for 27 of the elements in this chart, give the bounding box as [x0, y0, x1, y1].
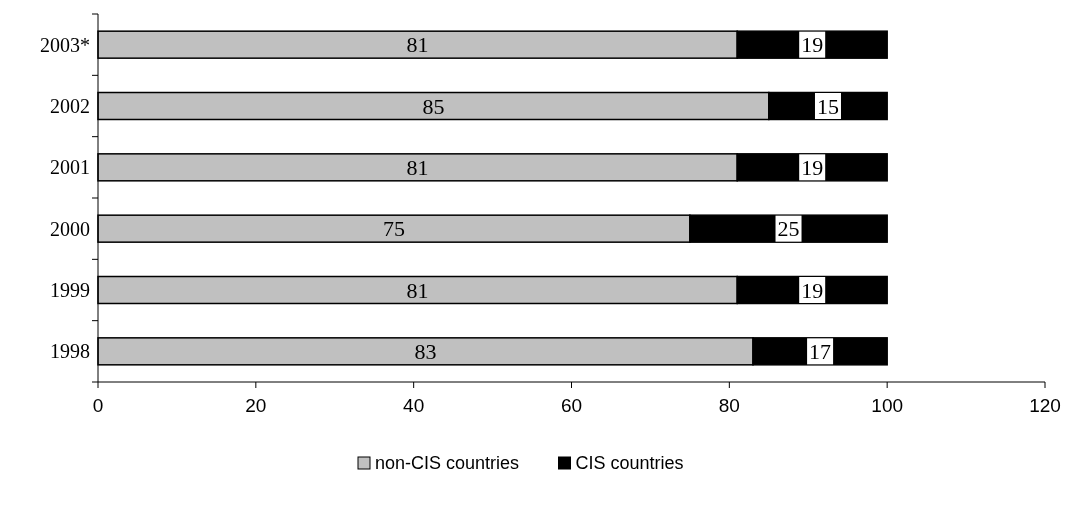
data-label: 81 — [406, 155, 429, 181]
x-tick-label: 0 — [92, 395, 104, 416]
legend-label: non-CIS countries — [375, 453, 520, 474]
x-tick-label: 120 — [1029, 395, 1061, 416]
y-tick-label: 2003* — [40, 33, 90, 56]
data-label: 81 — [406, 32, 429, 58]
x-tick-label: 80 — [718, 395, 740, 416]
y-tick-label: 1999 — [50, 279, 90, 301]
legend-label: CIS countries — [575, 453, 684, 474]
y-tick-label: 1998 — [50, 340, 90, 363]
y-tick-label: 2001 — [50, 156, 90, 179]
data-label: 19 — [801, 32, 824, 58]
data-label: 19 — [801, 155, 824, 181]
x-tick-label: 60 — [560, 395, 583, 416]
data-label: 19 — [801, 277, 824, 303]
data-label: 17 — [809, 339, 832, 365]
data-label: 85 — [422, 93, 445, 119]
x-tick-label: 100 — [871, 395, 904, 416]
data-label: 83 — [414, 339, 437, 365]
data-label: 25 — [777, 216, 800, 242]
data-label: 15 — [816, 93, 839, 119]
y-tick-label: 2000 — [50, 217, 90, 240]
data-label: 81 — [406, 277, 429, 303]
y-tick-label: 2002 — [50, 95, 90, 117]
data-label: 75 — [382, 216, 405, 242]
x-tick-label: 40 — [403, 395, 425, 416]
x-tick-label: 20 — [245, 395, 267, 416]
